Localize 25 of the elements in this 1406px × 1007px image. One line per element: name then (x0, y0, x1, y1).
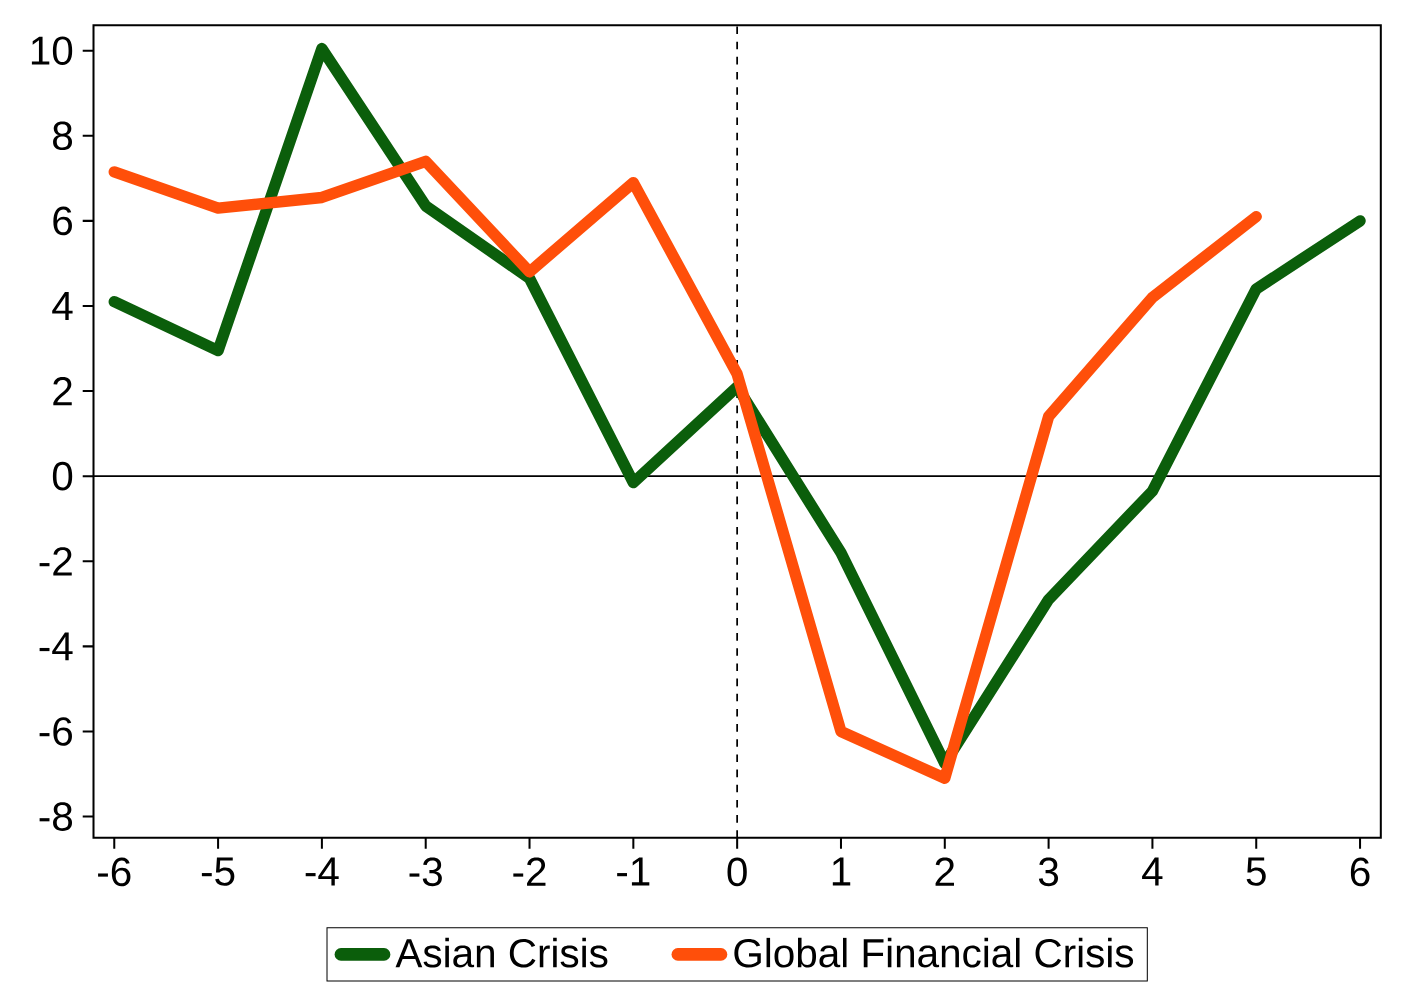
y-tick-label: 0 (52, 461, 73, 491)
x-tick-label: 5 (1246, 857, 1266, 886)
legend-label: Global Financial Crisis (734, 937, 1134, 968)
y-tick-label: -4 (39, 632, 73, 661)
y-tick-label: 8 (53, 121, 73, 151)
x-tick-label: 0 (727, 857, 747, 887)
y-tick-label: 6 (53, 206, 72, 236)
y-tick-label: -2 (39, 547, 72, 576)
x-tick-label: -5 (201, 857, 235, 886)
x-tick-label: 3 (1038, 857, 1059, 887)
x-tick-label: 4 (1142, 857, 1163, 886)
x-tick-label: -3 (409, 857, 442, 887)
y-tick-label: 4 (52, 292, 73, 320)
y-tick-label: -8 (39, 802, 73, 831)
x-tick-label: -4 (305, 857, 339, 886)
legend-label: Asian Crisis (395, 937, 608, 968)
y-tick-label: 10 (31, 36, 73, 66)
x-tick-label: 2 (935, 857, 954, 886)
y-tick-label: 2 (53, 377, 72, 406)
x-tick-label: -1 (617, 857, 650, 886)
x-tick-label: -2 (513, 857, 546, 886)
y-tick-label: -6 (39, 717, 72, 746)
x-tick-label: -6 (98, 857, 131, 887)
x-tick-label: 6 (1350, 857, 1370, 887)
x-tick-label: 1 (832, 857, 851, 886)
